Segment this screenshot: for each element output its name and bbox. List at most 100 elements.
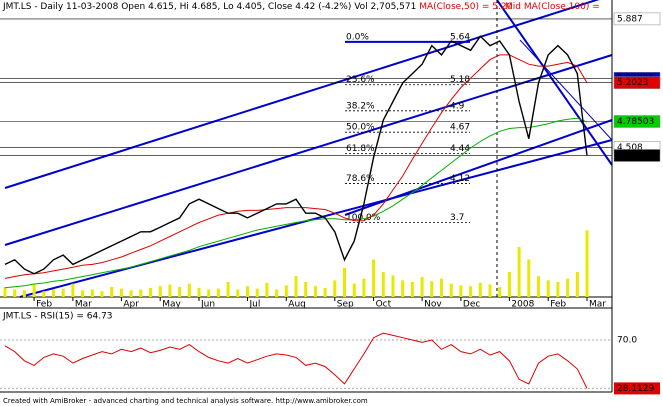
volume-bar — [420, 277, 424, 297]
x-tick-label: Mar — [589, 300, 606, 310]
ma50-label: MA(Close,50) = 5.20 — [419, 2, 512, 12]
volume-bar — [168, 284, 172, 297]
x-tick-label: Oct — [376, 300, 392, 310]
volume-bar — [469, 286, 473, 297]
volume-bar — [537, 276, 540, 297]
volume-bar — [430, 281, 434, 297]
chart-title: JMT.LS - Daily 11-03-2008 Open 4.615, Hi… — [2, 2, 513, 12]
fib-label: 38.2% — [346, 101, 375, 111]
title-text: - Daily 11-03-2008 Open 4.615, Hi 4.685,… — [34, 2, 416, 12]
volume-bar — [313, 286, 317, 297]
volume-bar — [507, 272, 511, 297]
volume-bar — [498, 287, 502, 297]
ma50-name: MA(Close,50) — [419, 2, 479, 12]
volume-bar — [478, 282, 482, 297]
fib-value: 4.44 — [450, 144, 470, 154]
fib-label: 0.0% — [346, 32, 369, 42]
rsi-tick-label: 70.0 — [617, 336, 637, 346]
price-line — [4, 35, 588, 275]
volume-bar — [197, 287, 201, 297]
fib-label: 23.6% — [346, 75, 375, 85]
y-tick-box — [613, 76, 661, 89]
volume-bar — [304, 282, 308, 297]
volume-bar — [323, 287, 327, 297]
volume-bar — [255, 288, 259, 297]
ma100-name: Mid MA(Close,100) — [505, 2, 589, 12]
y-tick-box — [613, 12, 661, 26]
volume-bar — [246, 286, 249, 297]
volume-bar — [585, 230, 589, 297]
price-line — [4, 54, 588, 279]
y-tick-label: 5.887 — [617, 14, 643, 24]
volume-bar — [139, 289, 143, 297]
volume-bar — [391, 275, 395, 297]
x-tick-label: 2008 — [511, 300, 534, 310]
volume-bar — [401, 280, 405, 297]
y-tick-label: 4.78503 — [617, 117, 654, 127]
series-name: JMT.LS — [2, 2, 32, 12]
volume-bar — [488, 284, 492, 297]
footer: Created with AmiBroker - advanced charti… — [3, 397, 368, 405]
volume-bar — [275, 289, 279, 297]
volume-bar — [343, 267, 346, 297]
y-tick-box — [613, 115, 661, 128]
volume-bar — [372, 259, 376, 297]
volume-bar — [3, 287, 7, 297]
volume-bar — [22, 290, 26, 297]
volume-bar — [333, 280, 337, 297]
volume-bar — [362, 278, 366, 297]
volume-bar — [187, 283, 191, 297]
volume-bar — [517, 247, 521, 297]
ma100-value: = — [592, 2, 600, 12]
y-tick-box — [613, 149, 661, 162]
y-tick-label: 4.508 — [617, 143, 643, 153]
fib-value: 5.18 — [450, 75, 470, 85]
fib-label: 61.8% — [346, 144, 375, 154]
ma50-value: = 5.20 — [482, 2, 513, 12]
fib-value: 4.67 — [450, 123, 470, 133]
volume-bar — [207, 289, 211, 297]
volume-bar — [110, 287, 114, 297]
volume-bar — [100, 291, 104, 297]
x-tick-label: Mar — [75, 300, 92, 310]
volume-bar — [459, 285, 463, 297]
x-tick-label: Feb — [36, 300, 52, 310]
x-tick-label: May — [162, 300, 181, 310]
volume-bar — [90, 289, 94, 297]
ma100-label: Mid MA(Close,100) = — [505, 2, 600, 12]
volume-bar — [410, 282, 414, 297]
volume-bar — [352, 283, 356, 297]
volume-bar — [556, 282, 560, 297]
volume-bar — [119, 288, 123, 297]
volume-bar — [284, 285, 288, 297]
fib-value: 5.64 — [450, 32, 470, 42]
volume-bar — [546, 280, 550, 297]
fib-value: 3.7 — [450, 213, 464, 223]
volume-bar — [566, 278, 570, 297]
y-tick-label: 5.2023 — [617, 78, 649, 88]
rsi-tick-label: 28.1129 — [617, 384, 654, 394]
volume-bar — [575, 272, 579, 297]
volume-bar — [129, 290, 133, 297]
x-tick-label: Dec — [463, 300, 480, 310]
volume-bar — [52, 289, 55, 297]
volume-bar — [440, 278, 443, 297]
x-tick-label: Feb — [550, 300, 566, 310]
volume-bar — [178, 287, 182, 297]
volume-bar — [61, 288, 65, 297]
x-tick-label: Nov — [424, 300, 442, 310]
volume-bar — [381, 272, 385, 297]
volume-bar — [81, 290, 85, 297]
volume-bar — [42, 291, 46, 297]
x-tick-label: Jul — [249, 300, 261, 310]
fib-label: 50.0% — [346, 123, 375, 133]
volume-bar — [265, 282, 269, 297]
volume-bar — [158, 286, 162, 297]
volume-bar — [294, 276, 298, 297]
rsi-tick-box — [614, 382, 660, 395]
volume-bar — [527, 259, 531, 297]
x-tick-label: Sep — [337, 300, 354, 310]
fib-label: 100.0% — [346, 213, 381, 223]
x-tick-label: Apr — [123, 300, 139, 310]
